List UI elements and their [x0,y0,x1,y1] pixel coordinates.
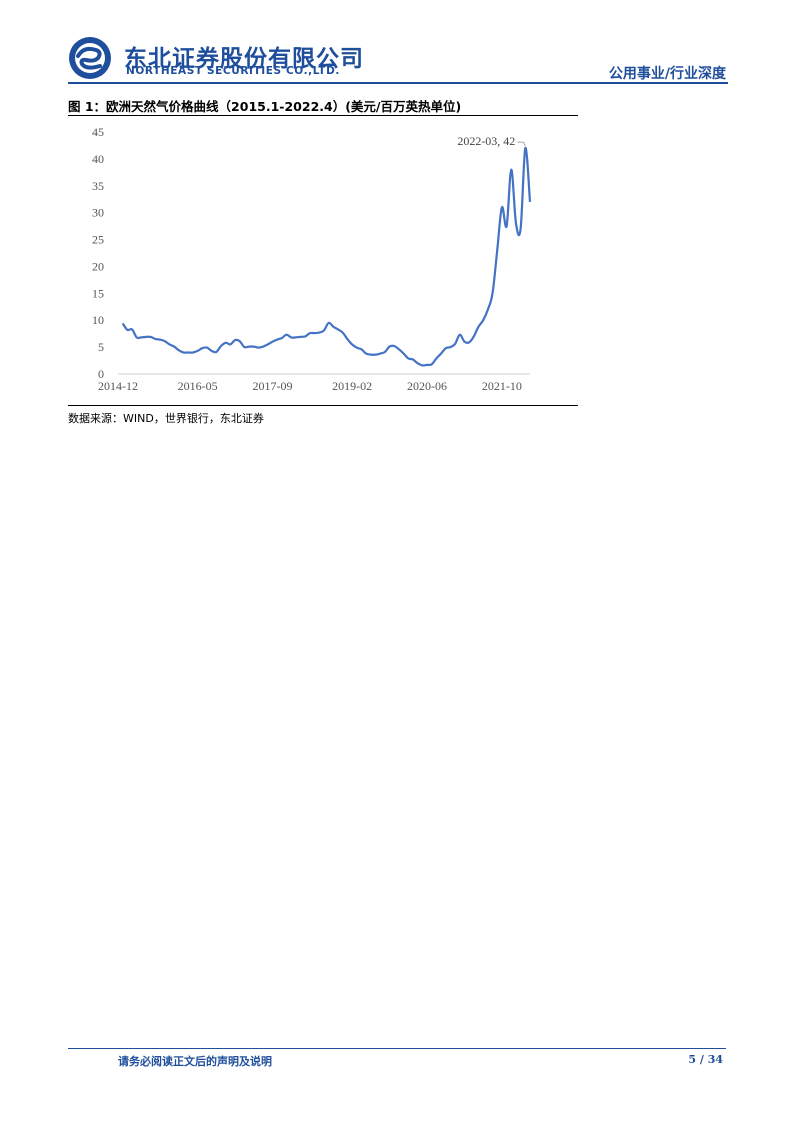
y-tick-label: 25 [92,233,104,247]
page-number: 5 / 34 [688,1053,723,1066]
annotation-label: 2022-03, 42 [457,134,515,148]
series-line-eu-gas-price [121,146,532,367]
y-tick-label: 35 [92,179,104,193]
report-category: 公用事业/行业深度 [608,66,726,82]
y-tick-label: 10 [92,313,104,327]
figure-title: 图 1：欧洲天然气价格曲线（2015.1-2022.4）(美元/百万英热单位) [68,99,462,114]
y-tick-label: 30 [92,206,104,220]
x-tick-label: 2021-10 [482,379,522,393]
page-header: 东北证券股份有限公司 NORTHEAST SECURITIES CO.,LTD.… [68,36,726,82]
header-divider [68,82,728,84]
y-tick-label: 40 [92,152,104,166]
figure-top-rule [68,115,578,116]
x-tick-label: 2014-12 [98,379,138,393]
company-name-cn: 东北证券股份有限公司 [124,46,364,72]
x-axis-ticks: 2014-12 2016-05 2017-09 2019-02 2020-06 2021-… [98,379,522,393]
y-tick-label: 45 [92,125,104,139]
y-tick-label: 15 [92,286,104,300]
company-logo-icon [69,37,111,79]
x-tick-label: 2017-09 [253,379,293,393]
figure-bottom-rule [68,405,578,406]
y-tick-label: 5 [98,340,104,354]
footer-divider [68,1048,726,1049]
annotation-leader [517,141,526,147]
x-tick-label: 2016-05 [178,379,218,393]
y-tick-label: 0 [98,367,104,381]
x-tick-label: 2020-06 [407,379,447,393]
chart-annotations: 2022-03, 42 [457,134,526,148]
y-tick-label: 20 [92,259,104,273]
figure-source: 数据来源：WIND，世界银行，东北证券 [68,412,264,425]
y-axis-ticks: 0 5 10 15 20 25 30 35 40 45 [92,125,104,381]
footer-disclaimer: 请务必阅读正文后的声明及说明 [118,1055,272,1068]
gas-price-line-chart: 0 5 10 15 20 25 30 35 40 45 2014-12 2016-05 2017-09… [92,125,532,393]
company-name-en: NORTHEAST SECURITIES CO.,LTD. [126,65,340,77]
x-tick-label: 2019-02 [332,379,372,393]
